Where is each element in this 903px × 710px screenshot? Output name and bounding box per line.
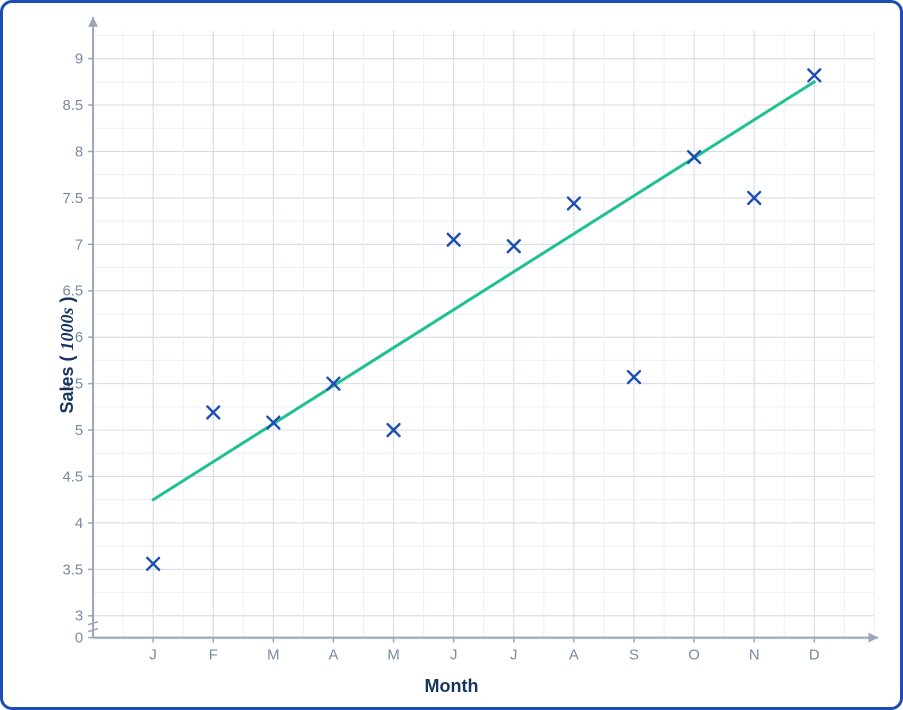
svg-text:O: O [688,647,700,663]
svg-text:F: F [209,647,218,663]
chart-svg: 033.544.555.566.577.588.59JFMAMJJASOND [3,3,900,707]
ylabel-suffix: ) [57,296,77,307]
ylabel-italic: 1000s [57,307,77,350]
svg-text:A: A [569,647,579,663]
svg-text:8.5: 8.5 [62,98,83,114]
svg-text:A: A [329,647,339,663]
svg-text:N: N [749,647,760,663]
svg-text:7: 7 [75,237,83,253]
svg-text:0: 0 [75,631,83,647]
x-axis-label: Month [3,676,900,697]
y-axis-label: Sales ( 1000s ) [57,296,78,413]
svg-text:3.5: 3.5 [62,562,83,578]
svg-text:J: J [450,647,457,663]
svg-text:5: 5 [75,423,83,439]
svg-text:4: 4 [75,516,83,532]
svg-text:D: D [809,647,820,663]
svg-text:9: 9 [75,52,83,68]
svg-text:J: J [149,647,156,663]
svg-text:4.5: 4.5 [62,469,83,485]
svg-text:8: 8 [75,144,83,160]
svg-text:7.5: 7.5 [62,191,83,207]
chart-frame: 033.544.555.566.577.588.59JFMAMJJASOND S… [0,0,903,710]
svg-text:3: 3 [75,609,83,625]
svg-text:J: J [510,647,517,663]
ylabel-prefix: Sales ( [57,350,77,413]
svg-text:M: M [387,647,399,663]
svg-text:M: M [267,647,279,663]
svg-text:S: S [629,647,639,663]
